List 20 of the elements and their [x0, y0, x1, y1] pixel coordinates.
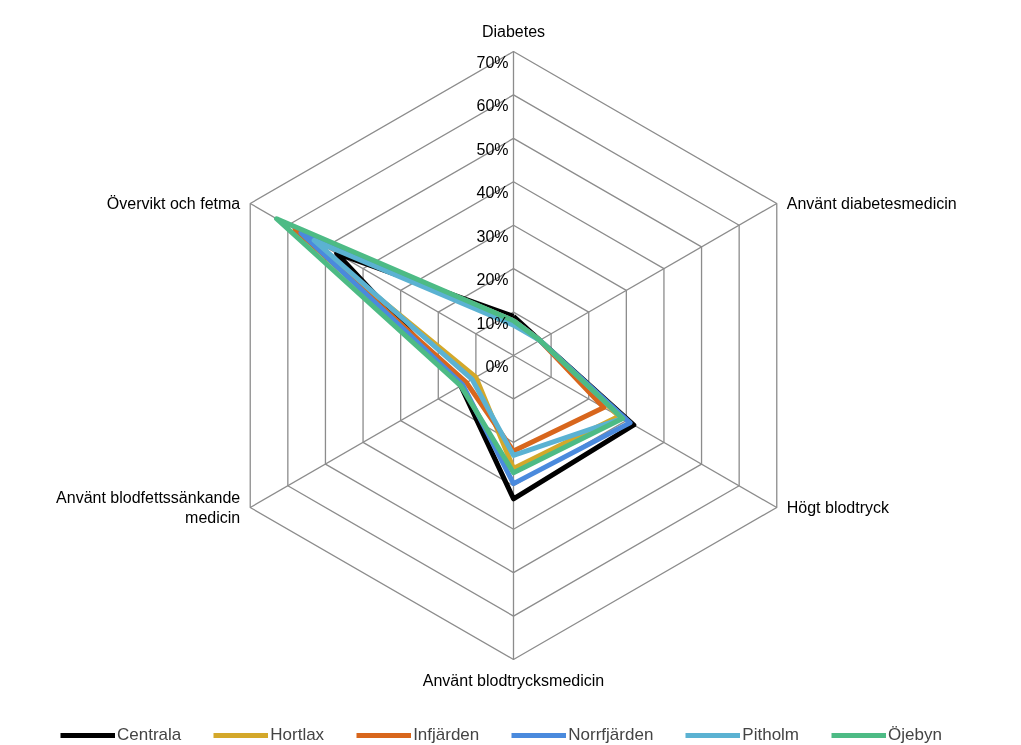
legend-label: Pitholm [742, 725, 800, 745]
legend-label: Öjebyn [888, 725, 942, 745]
y-tick-label: 10% [476, 314, 509, 332]
y-tick-label: 70% [476, 54, 509, 71]
y-tick-label: 0% [485, 358, 509, 375]
spoke-label: Högt blodtryck [786, 499, 891, 516]
legend-label: Hortlax [270, 725, 325, 745]
legend-label: Infjärden [413, 725, 480, 745]
y-tick-label: 50% [476, 140, 509, 158]
y-tick-label: 40% [476, 184, 509, 202]
y-tick-label: 30% [476, 227, 509, 245]
legend-label: Norrfjärden [568, 725, 654, 745]
y-tick-label: 60% [476, 97, 509, 115]
y-tick-label: 20% [476, 271, 509, 289]
spoke-label: Använt blodfettssänkande medicin [56, 488, 241, 527]
spoke-label: Övervikt och fetma [106, 195, 241, 212]
spoke-label: Använt diabetesmedicin [786, 195, 957, 212]
legend-label: Centrala [117, 725, 182, 745]
spoke-label: Diabetes [481, 22, 546, 40]
spoke-label: Använt blodtrycksmedicin [422, 671, 605, 689]
